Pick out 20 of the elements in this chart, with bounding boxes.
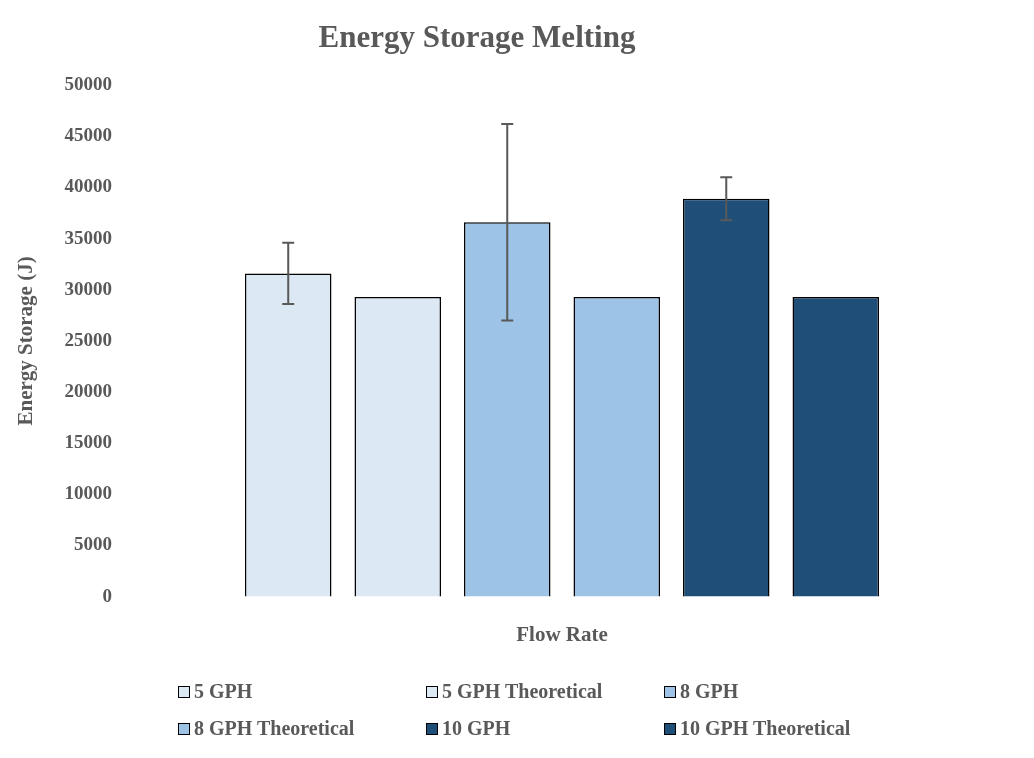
y-tick-label: 15000 [64,431,112,453]
y-tick-label: 20000 [64,379,112,401]
y-tick-label: 0 [102,584,112,606]
y-tick-label: 25000 [64,328,112,350]
y-tick-label: 5000 [74,533,112,555]
legend-label: 10 GPH [442,717,511,740]
y-tick-label: 50000 [64,73,112,95]
y-tick-label: 40000 [64,175,112,197]
legend-label: 5 GPH Theoretical [442,680,603,703]
legend-label: 5 GPH [194,680,253,703]
y-tick-label: 30000 [64,277,112,299]
y-tick-label: 45000 [64,124,112,146]
y-tick-label: 10000 [64,482,112,504]
chart-title: Energy Storage Melting [318,18,636,54]
legend-label: 8 GPH [680,680,739,703]
legend-label: 8 GPH Theoretical [194,717,355,740]
x-axis-title: Flow Rate [516,622,608,647]
y-tick-label: 35000 [64,226,112,248]
y-axis-title: Energy Storage (J) [13,256,38,426]
legend-label: 10 GPH Theoretical [680,717,851,740]
